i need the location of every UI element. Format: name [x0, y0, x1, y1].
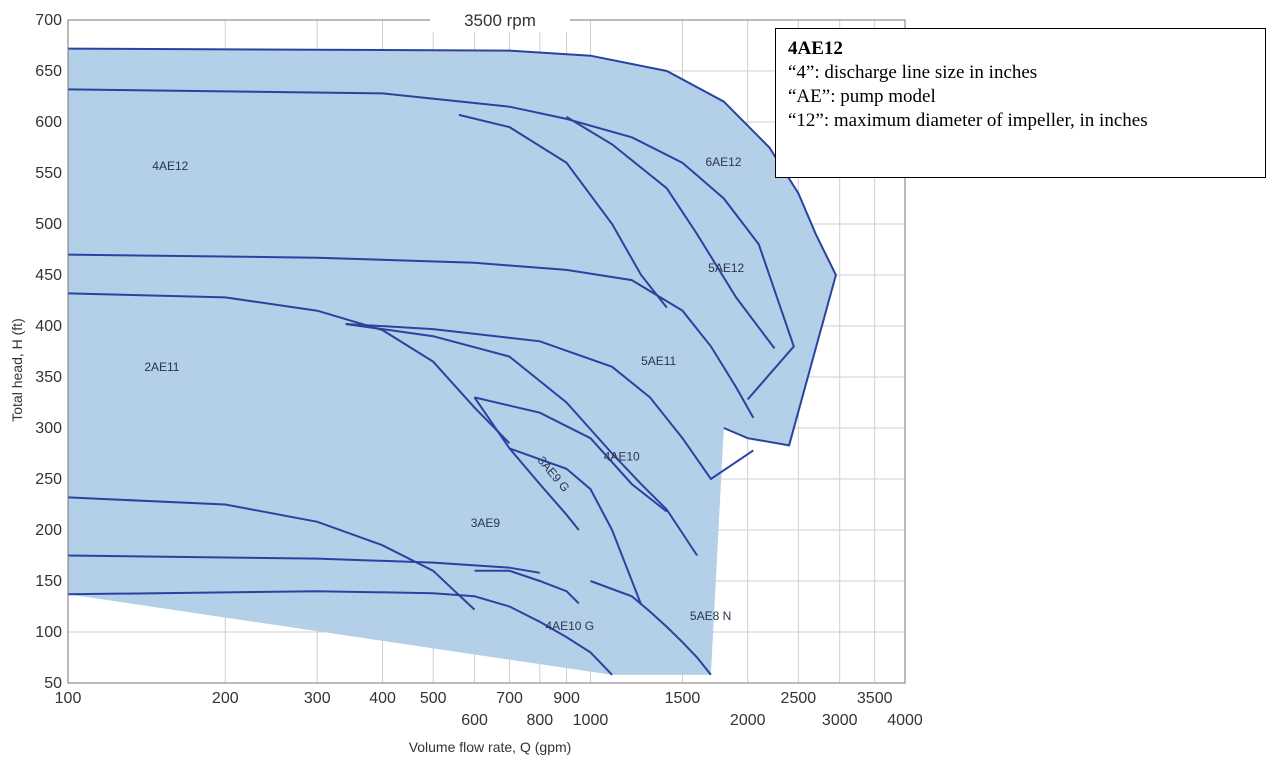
- x-tick-label: 3000: [822, 712, 858, 729]
- y-tick-label: 700: [35, 12, 62, 29]
- y-tick-label: 200: [35, 522, 62, 539]
- curve-3AE9-right: [509, 447, 643, 605]
- curve-4AE10G-lower: [67, 590, 613, 676]
- y-tick-label: 300: [35, 420, 62, 437]
- pump-curves: [67, 47, 837, 676]
- x-tick-label: 100: [55, 690, 82, 707]
- y-tick-label: 600: [35, 114, 62, 131]
- curve-3AE9-left: [473, 396, 580, 531]
- y-tick-label: 650: [35, 63, 62, 80]
- model-code-legend: 4AE12 “4”: discharge line size in inches…: [775, 28, 1266, 178]
- pump-regions: [68, 48, 836, 675]
- legend-line-1: “4”: discharge line size in inches: [788, 62, 1038, 83]
- legend-line-3: “12”: maximum diameter of impeller, in i…: [788, 110, 1148, 131]
- x-tick-label: 800: [526, 712, 553, 729]
- x-tick-label: 2000: [730, 712, 766, 729]
- curve-3AE9G-upper: [474, 396, 668, 513]
- y-tick-label: 50: [44, 675, 62, 692]
- y-axis-title: Total head, H (ft): [9, 318, 25, 422]
- region-label-2AE11: 2AE11: [144, 360, 179, 374]
- y-tick-label: 500: [35, 216, 62, 233]
- region-label-5AE11: 5AE11: [641, 354, 676, 368]
- curve-5AE12-lower: [565, 116, 776, 350]
- y-tick-label: 150: [35, 573, 62, 590]
- y-tick-label: 250: [35, 471, 62, 488]
- x-tick-label: 400: [369, 690, 396, 707]
- curve-4AE12-lower: [458, 113, 668, 309]
- x-tick-label: 700: [496, 690, 523, 707]
- curve-4AE10-upper: [345, 323, 754, 481]
- curve-2AE11-mid: [67, 554, 540, 574]
- region-label-4AE10-G: 4AE10 G: [545, 619, 594, 633]
- legend-title: 4AE12: [788, 38, 843, 59]
- region-label-5AE12: 5AE12: [708, 261, 744, 275]
- curve-6AE12-upper: [67, 88, 795, 401]
- x-tick-label: 1000: [573, 712, 609, 729]
- y-tick-label: 550: [35, 165, 62, 182]
- region-label-4AE10: 4AE10: [604, 450, 640, 464]
- y-tick-label: 400: [35, 318, 62, 335]
- x-tick-label: 600: [461, 712, 488, 729]
- curve-5AE11-upper: [67, 253, 755, 419]
- legend-line-2: “AE”: pump model: [788, 86, 936, 107]
- curve-2AE11-lower: [67, 496, 476, 611]
- region-label-3AE9: 3AE9: [471, 516, 501, 530]
- axes: 5010015020025030035040045050055060065070…: [35, 12, 923, 729]
- x-tick-label: 2500: [781, 690, 817, 707]
- x-tick-label: 3500: [857, 690, 893, 707]
- region-label-4AE12: 4AE12: [152, 159, 188, 173]
- x-tick-label: 300: [304, 690, 331, 707]
- x-axis-title: Volume flow rate, Q (gpm): [409, 739, 572, 755]
- pump-envelope-fill: [68, 48, 836, 675]
- x-tick-label: 900: [553, 690, 580, 707]
- curve-4AE10G-upper: [474, 569, 580, 605]
- x-tick-label: 4000: [887, 712, 923, 729]
- title-backdrop: [430, 8, 570, 32]
- y-tick-label: 350: [35, 369, 62, 386]
- region-label-6AE12: 6AE12: [705, 155, 741, 169]
- y-tick-label: 100: [35, 624, 62, 641]
- curve-5AE11-to-5AE8: [345, 323, 698, 557]
- x-tick-label: 1500: [665, 690, 701, 707]
- chart-title: 3500 rpm: [464, 11, 536, 30]
- x-tick-label: 200: [212, 690, 239, 707]
- x-tick-label: 500: [420, 690, 447, 707]
- curve-5AE8N-lower: [590, 580, 712, 676]
- y-tick-label: 450: [35, 267, 62, 284]
- region-label-5AE8-N: 5AE8 N: [690, 609, 731, 623]
